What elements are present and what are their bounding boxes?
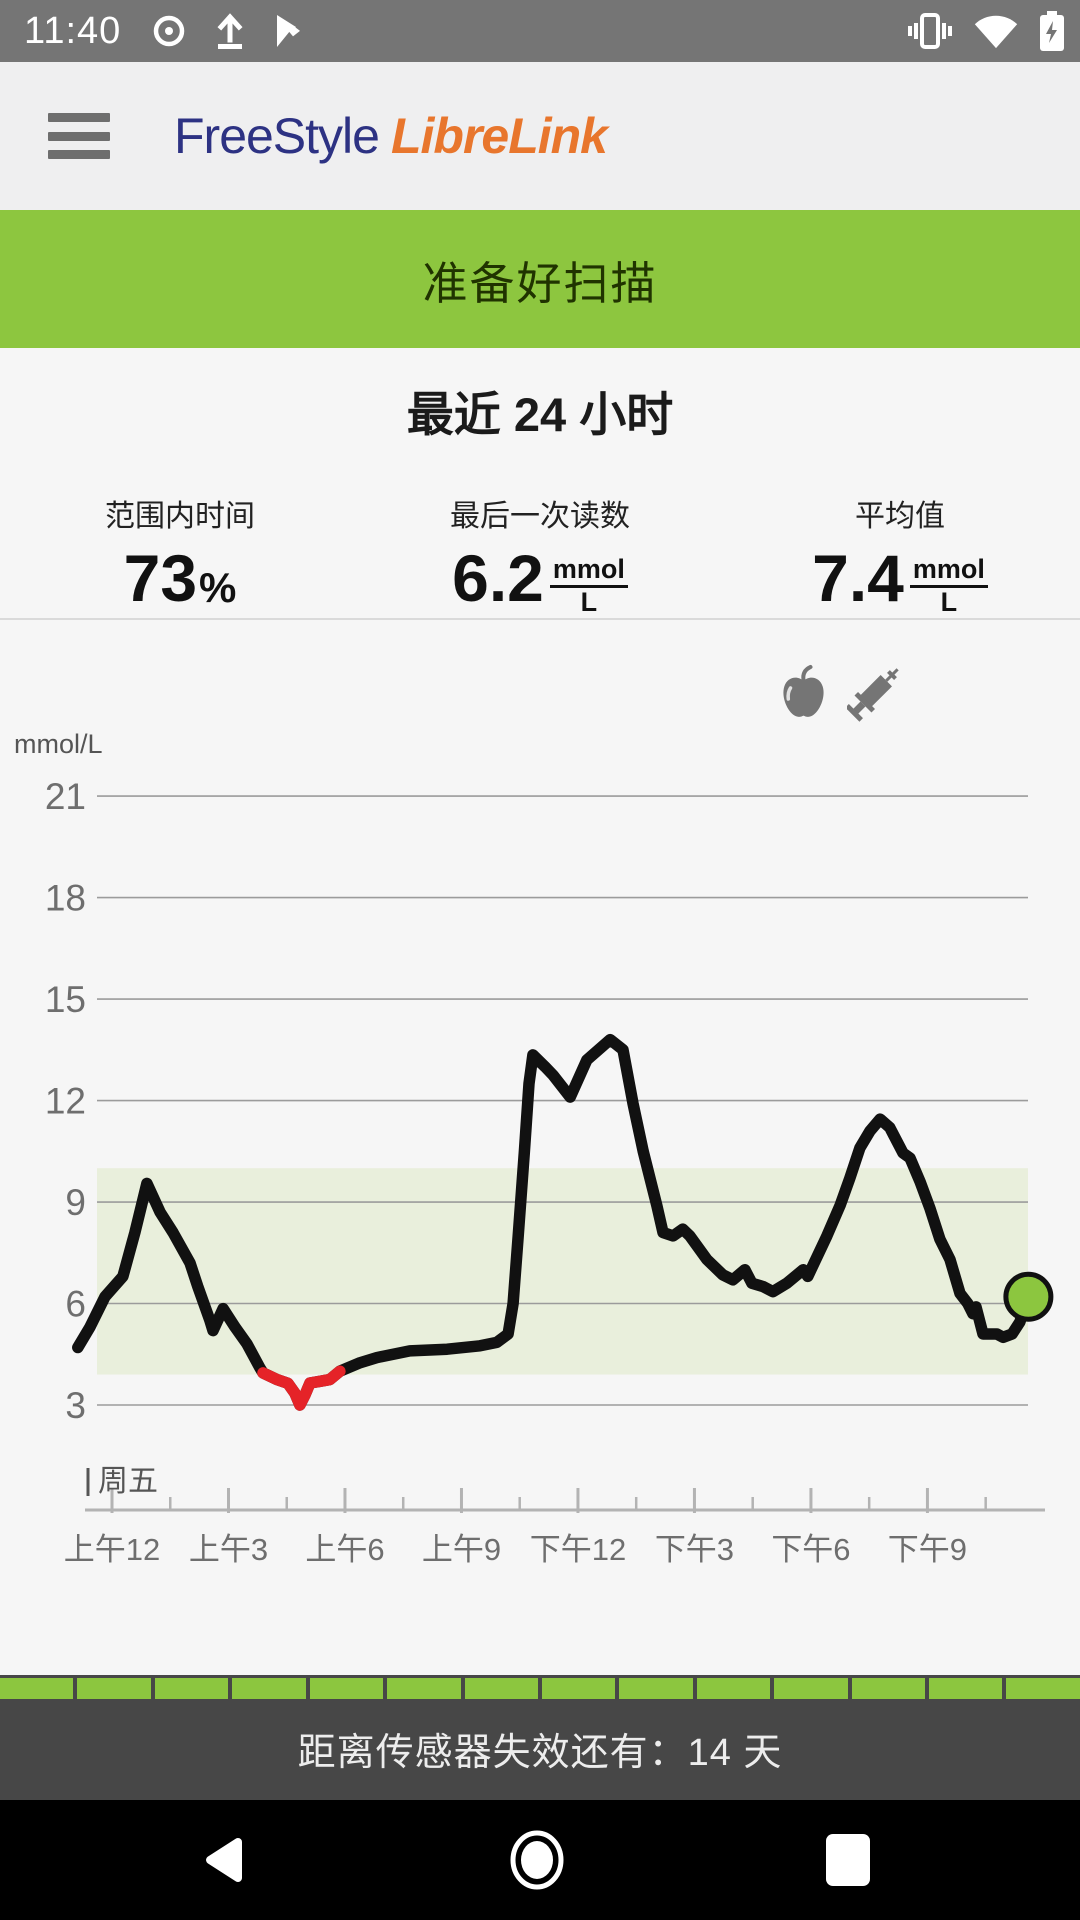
- x-tick-label: 下午3: [655, 1532, 734, 1567]
- sensor-life-segment: [77, 1678, 151, 1699]
- y-tick-label: 9: [65, 1182, 86, 1223]
- android-nav-bar: [0, 1800, 1080, 1920]
- syringe-icon[interactable]: [847, 656, 909, 722]
- glucose-trace: [72, 1033, 1035, 1411]
- sensor-life-segment: [154, 1678, 229, 1699]
- y-tick-label: 15: [45, 979, 86, 1020]
- x-tick-label: 上午3: [189, 1532, 268, 1567]
- status-bar: 11:40: [0, 0, 1080, 62]
- x-tick-label: 下午12: [530, 1532, 626, 1567]
- sensor-life-segment: [774, 1678, 848, 1699]
- y-tick-label: 21: [45, 776, 86, 817]
- sensor-life-progressbar: [0, 1678, 1080, 1699]
- last-reading-value: 6.2: [452, 541, 544, 615]
- summary-section: 最近 24 小时 范围内时间 73% 最后一次读数 6.2 mmol L 平均值 …: [0, 348, 1080, 618]
- unit-mmol-per-l: mmol L: [549, 555, 628, 616]
- battery-charging-icon: [1040, 11, 1064, 51]
- day-marker-label: 周五: [98, 1465, 158, 1498]
- sensor-life-segment: [619, 1678, 693, 1699]
- sensor-life-segment: [464, 1678, 538, 1699]
- sensor-days-remaining: 距离传感器失效还有：14 天: [297, 1732, 783, 1774]
- low-glucose-segment: [257, 1365, 346, 1411]
- play-store-icon: [273, 13, 307, 49]
- x-tick-label: 下午9: [888, 1532, 967, 1567]
- stat-time-in-range: 范围内时间 73%: [105, 500, 255, 615]
- upload-icon: [213, 12, 247, 50]
- logo-freestyle: FreeStyle: [174, 108, 380, 164]
- current-glucose-dot[interactable]: [1003, 1271, 1054, 1322]
- apple-icon[interactable]: [780, 664, 827, 722]
- x-tick-label: 上午9: [422, 1532, 501, 1567]
- ready-to-scan-banner[interactable]: 准备好扫描: [0, 210, 1080, 348]
- back-button[interactable]: [198, 1834, 250, 1886]
- app-logo: FreeStyle LibreLink: [174, 107, 608, 165]
- section-title: 最近 24 小时: [406, 388, 674, 441]
- glucose-graph-section[interactable]: 3 6 9 12 15 18 21 mmol/L 上午12 上午3 上午6 上午9 下午12 下午3 下午6…: [0, 620, 1080, 1675]
- sensor-life-segment: [851, 1678, 926, 1699]
- sensor-life-segment: [232, 1678, 306, 1699]
- home-button[interactable]: [505, 1828, 569, 1892]
- time-in-range-value: 73: [123, 541, 198, 615]
- sensor-life-segment: [696, 1678, 771, 1699]
- wifi-icon: [974, 13, 1018, 49]
- y-tick-label: 12: [45, 1081, 86, 1122]
- x-tick-label: 上午12: [64, 1532, 160, 1567]
- clock: 11:40: [24, 9, 122, 52]
- sensor-life-segment: [541, 1678, 616, 1699]
- x-tick-label: 下午6: [771, 1532, 850, 1567]
- stat-average: 平均值 7.4 mmol L: [720, 491, 1080, 616]
- sensor-life-segment: [309, 1678, 384, 1699]
- sensor-life-segment: [387, 1678, 461, 1699]
- record-icon: [151, 13, 187, 49]
- sensor-life-segment: [0, 1678, 74, 1699]
- average-value: 7.4: [812, 541, 904, 615]
- vibrate-icon: [908, 12, 952, 50]
- recents-button[interactable]: [824, 1832, 872, 1888]
- glucose-chart[interactable]: 3 6 9 12 15 18 21 mmol/L 上午12 上午3 上午6 上午9 下午12 下午3 下午6…: [0, 620, 1080, 1570]
- y-tick-label: 18: [45, 878, 86, 919]
- y-tick-label: 3: [65, 1385, 86, 1426]
- percent-sign: %: [199, 563, 237, 611]
- y-axis-unit: mmol/L: [14, 729, 103, 759]
- stat-last-reading: 最后一次读数 6.2 mmol L: [450, 500, 630, 617]
- ready-to-scan-label: 准备好扫描: [422, 257, 658, 309]
- sensor-status-footer: 距离传感器失效还有：14 天: [0, 1675, 1080, 1800]
- logo-librelink: LibreLink: [390, 108, 608, 164]
- y-tick-label: 6: [65, 1284, 86, 1325]
- unit-mmol-per-l: mmol L: [909, 555, 988, 616]
- sensor-life-segment: [1006, 1678, 1080, 1699]
- menu-button[interactable]: [48, 113, 110, 159]
- section-divider: [0, 618, 1080, 620]
- app-header: FreeStyle LibreLink: [0, 62, 1080, 210]
- target-range-band: [97, 1168, 1028, 1375]
- sensor-life-segment: [929, 1678, 1003, 1699]
- x-tick-label: 上午6: [305, 1532, 384, 1567]
